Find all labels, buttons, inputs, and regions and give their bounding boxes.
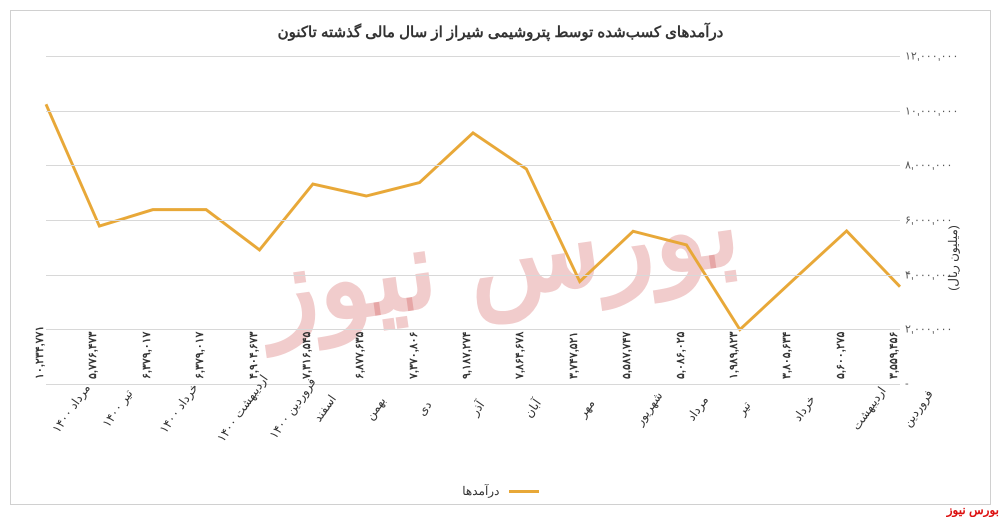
x-tick-label: مرداد ۱۴۰۰ — [49, 381, 93, 435]
data-value-label: ۷,۳۱۶,۵۴۵ — [300, 332, 313, 379]
x-tick-label: خرداد ۱۴۰۰ — [156, 381, 200, 436]
y-tick-label: - — [905, 378, 985, 390]
y-tick-label: ۴,۰۰۰,۰۰۰ — [905, 268, 985, 281]
x-tick-label: شهریور — [633, 389, 666, 428]
data-value-label: ۶,۳۷۹,۰۱۷ — [193, 332, 206, 379]
x-tick-label: خرداد — [791, 393, 819, 424]
plot-area: -۲,۰۰۰,۰۰۰۴,۰۰۰,۰۰۰۶,۰۰۰,۰۰۰۸,۰۰۰,۰۰۰۱۰,… — [46, 56, 900, 384]
legend-label: درآمدها — [462, 484, 499, 498]
x-tick-label: بهمن — [363, 394, 389, 422]
x-tick-label: مهر — [575, 397, 597, 420]
grid-line — [46, 56, 900, 57]
grid-line — [46, 329, 900, 330]
grid-line — [46, 384, 900, 385]
data-value-label: ۱,۹۸۹,۸۲۳ — [727, 332, 740, 379]
data-value-label: ۳,۵۵۹,۴۵۶ — [887, 332, 900, 379]
data-value-label: ۹,۱۸۷,۲۷۴ — [460, 332, 473, 379]
data-value-label: ۶,۳۷۹,۰۱۷ — [140, 332, 153, 379]
data-value-label: ۶,۸۷۷,۶۳۵ — [353, 332, 366, 379]
data-value-label: ۴,۹۰۴,۶۷۳ — [247, 332, 260, 379]
data-value-label: ۷,۳۷۰,۸۰۶ — [407, 332, 420, 379]
x-tick-label: دی — [414, 398, 434, 418]
data-value-label: ۵,۶۰۰,۲۷۵ — [834, 332, 847, 379]
y-tick-label: ۱۰,۰۰۰,۰۰۰ — [905, 104, 985, 117]
y-tick-label: ۱۲,۰۰۰,۰۰۰ — [905, 50, 985, 63]
data-value-label: ۵,۵۸۷,۷۴۷ — [620, 332, 633, 379]
chart-container: درآمدهای کسب‌شده توسط پتروشیمی شیراز از … — [10, 10, 991, 505]
data-value-label: ۳,۷۴۷,۵۲۱ — [567, 332, 580, 379]
data-value-label: ۷,۸۶۴,۶۷۸ — [513, 332, 526, 379]
x-tick-label: اسفند — [311, 392, 339, 424]
x-tick-label: فروردین — [900, 387, 935, 429]
grid-line — [46, 111, 900, 112]
data-value-label: ۳,۸۰۵,۶۳۴ — [780, 332, 793, 379]
data-value-label: ۱۰,۲۳۴,۷۷۱ — [33, 326, 46, 379]
x-tick-label: مرداد — [684, 393, 711, 423]
x-tick-label: آذر — [467, 398, 487, 418]
x-tick-label: اردیبهشت — [849, 384, 889, 433]
chart-title: درآمدهای کسب‌شده توسط پتروشیمی شیراز از … — [11, 23, 990, 41]
y-tick-label: ۶,۰۰۰,۰۰۰ — [905, 214, 985, 227]
data-value-label: ۵,۷۷۶,۴۷۳ — [86, 332, 99, 379]
data-value-label: ۵,۰۸۶,۰۲۵ — [674, 332, 687, 379]
legend: درآمدها — [11, 484, 990, 498]
x-tick-label: فروردین ۱۴۰۰ — [266, 375, 318, 441]
y-tick-label: ۲,۰۰۰,۰۰۰ — [905, 323, 985, 336]
grid-line — [46, 165, 900, 166]
y-tick-label: ۸,۰۰۰,۰۰۰ — [905, 159, 985, 172]
x-tick-label: تیر — [734, 399, 753, 418]
grid-line — [46, 275, 900, 276]
grid-line — [46, 220, 900, 221]
legend-swatch — [509, 490, 539, 493]
x-tick-label: آبان — [522, 396, 544, 420]
revenue-line — [46, 104, 900, 329]
x-tick-label: تیر ۱۴۰۰ — [100, 387, 136, 430]
